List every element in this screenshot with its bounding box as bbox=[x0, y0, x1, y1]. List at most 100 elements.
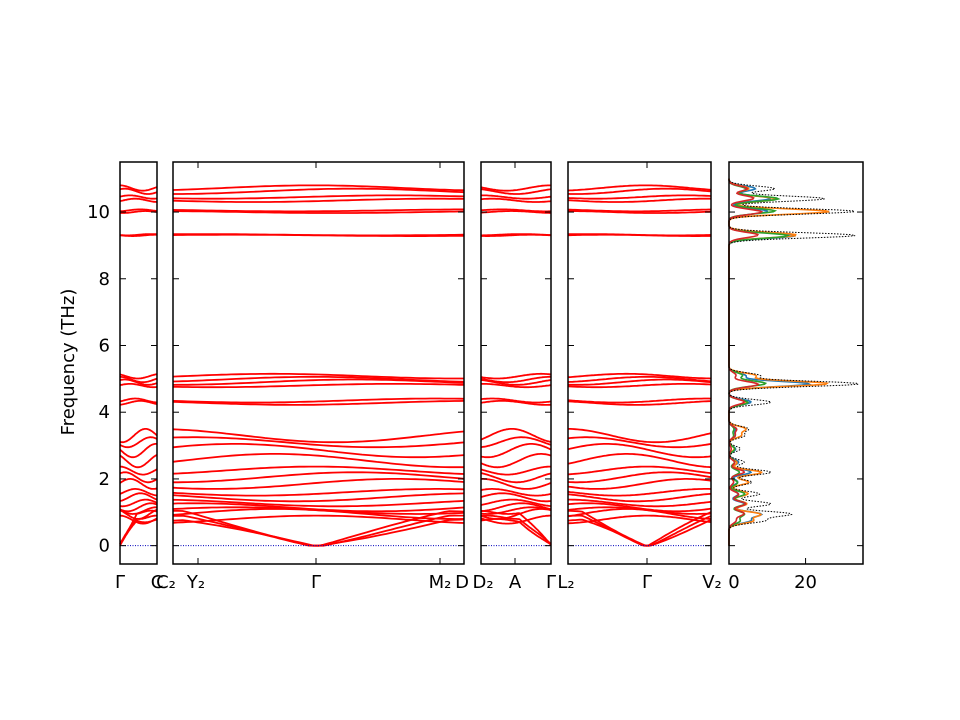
y-tick-label: 6 bbox=[99, 335, 110, 356]
optical-band bbox=[567, 383, 712, 389]
y-tick-label: 2 bbox=[99, 469, 110, 490]
total-dos-curve bbox=[728, 178, 861, 546]
optical-band bbox=[481, 383, 552, 389]
tick-marks bbox=[119, 162, 863, 564]
optical-band bbox=[480, 208, 551, 213]
optical-band bbox=[172, 478, 465, 490]
optical-band bbox=[567, 436, 712, 449]
optical-band bbox=[480, 502, 552, 513]
optical-band bbox=[480, 478, 552, 490]
optical-band bbox=[567, 478, 712, 490]
optical-band bbox=[120, 465, 158, 476]
optical-band bbox=[480, 436, 552, 448]
panel-frames bbox=[119, 161, 864, 565]
k-point-label: D bbox=[455, 572, 469, 593]
optical-band bbox=[567, 502, 712, 513]
optical-band bbox=[480, 184, 551, 192]
optical-band bbox=[119, 498, 158, 508]
optical-band bbox=[119, 187, 158, 195]
optical-band bbox=[172, 375, 465, 383]
optical-band bbox=[173, 210, 465, 214]
optical-band bbox=[481, 194, 552, 200]
optical-band bbox=[567, 194, 712, 200]
optical-band bbox=[120, 208, 157, 213]
y-tick-label: 4 bbox=[99, 402, 110, 423]
optical-band bbox=[120, 210, 157, 214]
optical-band bbox=[119, 378, 158, 386]
k-point-label: L₂ bbox=[557, 572, 574, 593]
y-tick-label: 8 bbox=[99, 269, 110, 290]
acoustic-band bbox=[480, 514, 552, 545]
optical-band bbox=[172, 443, 465, 459]
acoustic-band bbox=[567, 518, 712, 547]
optical-band bbox=[480, 197, 552, 203]
k-point-label: M₂ bbox=[429, 572, 452, 593]
optical-band bbox=[567, 378, 712, 386]
optical-band bbox=[480, 514, 551, 525]
optical-band bbox=[567, 210, 712, 214]
k-point-label: Γ bbox=[642, 572, 652, 593]
optical-band bbox=[172, 514, 465, 524]
optical-band bbox=[567, 443, 712, 459]
optical-band bbox=[119, 197, 157, 203]
optical-band bbox=[567, 187, 712, 195]
optical-band bbox=[568, 428, 712, 444]
optical-band bbox=[567, 208, 711, 213]
k-point-label: A bbox=[509, 572, 522, 593]
optical-band bbox=[119, 436, 158, 449]
optical-band bbox=[480, 492, 552, 503]
optical-band bbox=[172, 498, 465, 508]
optical-band bbox=[480, 472, 552, 484]
optical-band bbox=[567, 400, 712, 406]
k-point-label: Γ bbox=[311, 572, 321, 593]
optical-band bbox=[119, 492, 158, 502]
optical-band bbox=[119, 488, 157, 497]
optical-band bbox=[567, 397, 712, 404]
dos-curves bbox=[728, 178, 861, 546]
optical-band bbox=[172, 400, 465, 406]
partial-dos-curve bbox=[728, 178, 791, 546]
optical-band bbox=[172, 197, 465, 203]
optical-band bbox=[480, 375, 551, 384]
optical-band bbox=[172, 383, 465, 389]
optical-band bbox=[119, 478, 158, 490]
optical-band bbox=[120, 514, 158, 525]
optical-band bbox=[480, 397, 552, 404]
optical-band bbox=[567, 465, 712, 476]
optical-band bbox=[120, 184, 158, 192]
optical-band bbox=[119, 373, 158, 380]
optical-band bbox=[173, 471, 465, 484]
optical-band bbox=[119, 502, 158, 513]
optical-band bbox=[120, 233, 157, 237]
panel-frame bbox=[172, 161, 465, 565]
optical-band bbox=[172, 397, 465, 404]
optical-band bbox=[119, 428, 158, 444]
optical-band bbox=[480, 372, 552, 380]
optical-band bbox=[120, 400, 158, 406]
optical-band bbox=[567, 514, 712, 525]
optical-band bbox=[481, 233, 552, 237]
optical-band bbox=[172, 453, 464, 469]
band-lines bbox=[119, 184, 712, 547]
optical-band bbox=[172, 465, 465, 475]
y-tick-label: 10 bbox=[87, 202, 110, 223]
optical-band bbox=[119, 397, 157, 404]
optical-band bbox=[568, 498, 712, 508]
dos-frame bbox=[728, 161, 864, 565]
optical-band bbox=[481, 210, 551, 214]
optical-band bbox=[173, 233, 465, 237]
acoustic-band bbox=[567, 509, 712, 547]
k-point-label: C₂ bbox=[156, 572, 176, 593]
optical-band bbox=[567, 492, 712, 503]
panel-frame bbox=[119, 161, 158, 565]
y-tick-label: 0 bbox=[99, 536, 110, 557]
optical-band bbox=[172, 436, 465, 449]
k-point-label: Γ bbox=[546, 572, 556, 593]
optical-band bbox=[119, 506, 157, 515]
optical-band bbox=[172, 488, 465, 497]
optical-band bbox=[119, 454, 158, 469]
optical-band bbox=[480, 443, 552, 459]
optical-band bbox=[172, 208, 464, 213]
